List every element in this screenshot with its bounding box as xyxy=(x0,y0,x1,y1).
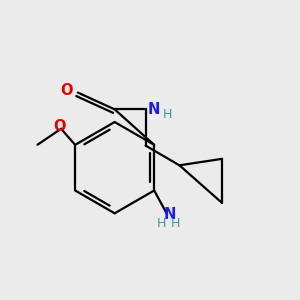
Text: H: H xyxy=(163,108,172,121)
Text: O: O xyxy=(60,83,73,98)
Text: H: H xyxy=(171,217,180,230)
Text: O: O xyxy=(53,119,66,134)
Text: N: N xyxy=(163,207,176,222)
Text: H: H xyxy=(157,217,167,230)
Text: N: N xyxy=(148,102,160,117)
